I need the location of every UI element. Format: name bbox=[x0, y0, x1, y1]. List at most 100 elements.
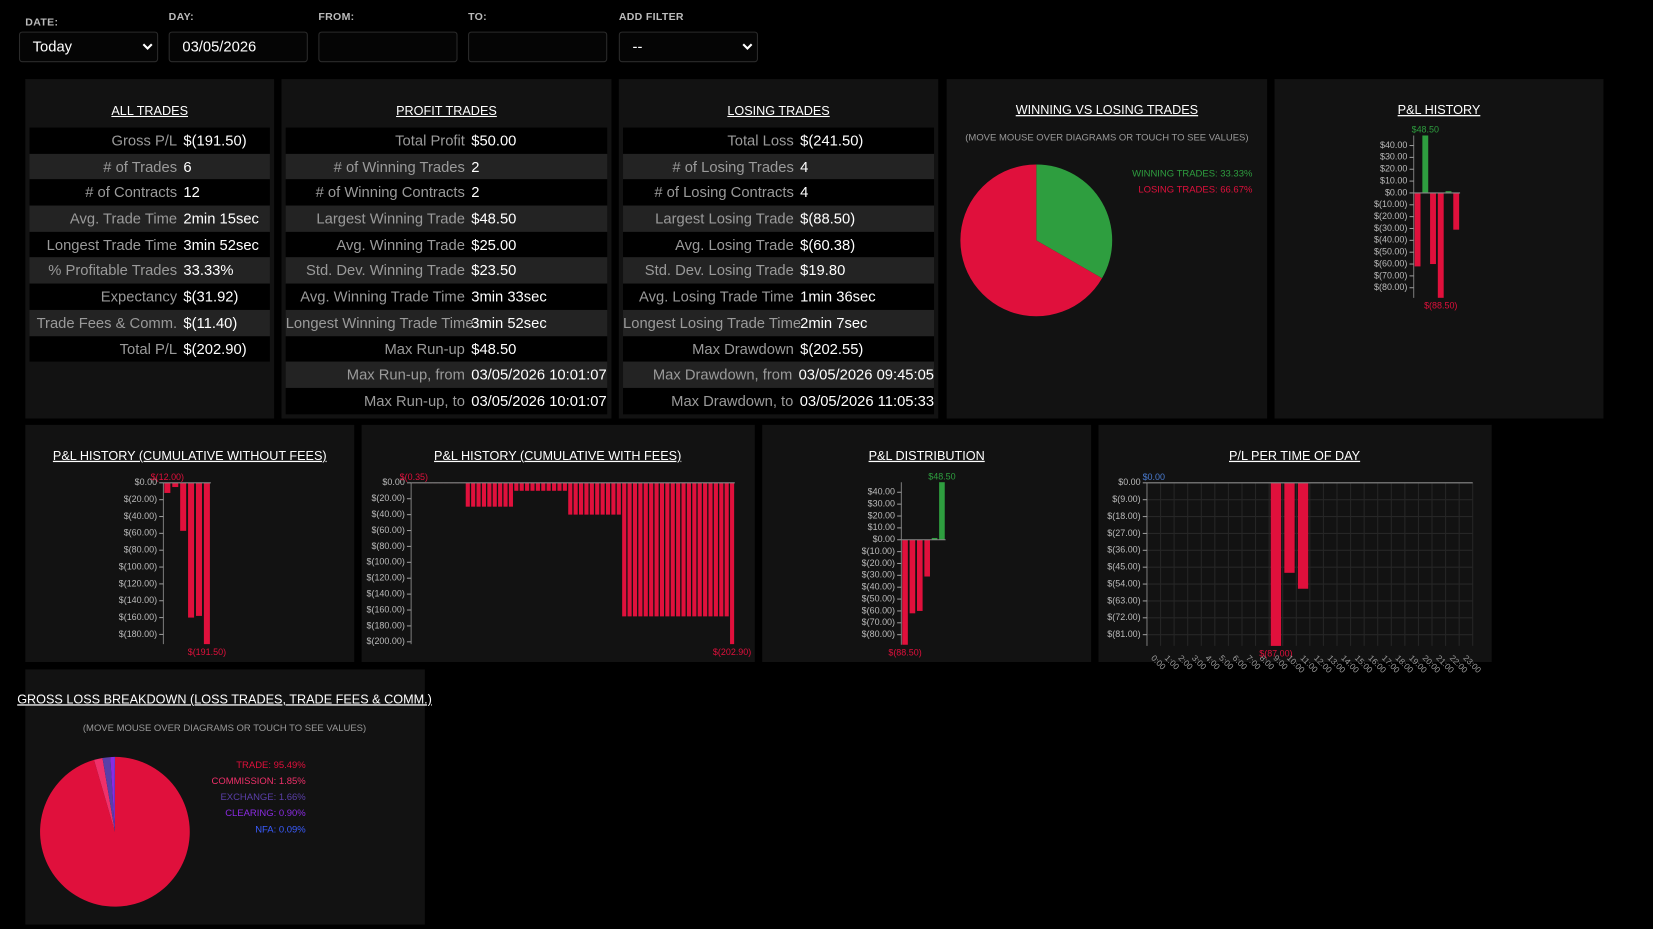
row-label: # of Winning Trades bbox=[333, 157, 465, 175]
table-row: Max Run-up $48.50 bbox=[285, 335, 608, 362]
bar bbox=[579, 482, 584, 515]
y-tick-label: $(20.00) bbox=[124, 494, 157, 504]
chart-title: WINNING VS LOSING TRADES bbox=[1016, 103, 1198, 117]
y-tick-label: $(80.00) bbox=[371, 541, 404, 551]
row-value: $48.50 bbox=[471, 339, 517, 357]
bar bbox=[622, 482, 627, 617]
table-row: Longest Winning Trade Time 3min 52sec bbox=[285, 309, 608, 336]
row-label: Max Drawdown, from bbox=[652, 366, 793, 383]
row-value: $(241.50) bbox=[800, 131, 864, 149]
y-tick-label: $(140.00) bbox=[366, 588, 404, 598]
y-tick-label: $(160.00) bbox=[366, 604, 404, 614]
y-tick-label: $(60.00) bbox=[371, 525, 404, 535]
row-value: 03/05/2026 11:05:33 bbox=[799, 392, 935, 409]
chart-title: P&L HISTORY (CUMULATIVE WITH FEES) bbox=[434, 449, 681, 463]
row-label: % Profitable Trades bbox=[48, 261, 178, 279]
row-value: 3min 52sec bbox=[183, 235, 259, 253]
bar bbox=[498, 482, 503, 507]
row-value: 3min 33sec bbox=[471, 287, 547, 305]
y-tick-label: $0.00 bbox=[382, 477, 404, 487]
bar bbox=[730, 482, 735, 645]
bar bbox=[1453, 192, 1460, 230]
legend-entry: EXCHANGE: 1.66% bbox=[220, 792, 306, 803]
table-title: PROFIT TRADES bbox=[396, 103, 497, 119]
y-tick-label: $(60.00) bbox=[862, 605, 895, 615]
y-tick-label: $(9.00) bbox=[1112, 494, 1140, 504]
table-row: Gross P/L $(191.50) bbox=[29, 127, 270, 154]
bar bbox=[654, 482, 659, 617]
bar bbox=[535, 482, 540, 491]
y-tick-label: $(100.00) bbox=[366, 557, 404, 567]
row-label: Avg. Losing Trade Time bbox=[639, 287, 794, 305]
row-label: Max Drawdown bbox=[692, 339, 794, 357]
bar bbox=[676, 482, 681, 617]
table-row: Std. Dev. Losing Trade $19.80 bbox=[623, 257, 935, 284]
table-row: Avg. Losing Trade Time 1min 36sec bbox=[623, 283, 935, 310]
bar bbox=[659, 482, 665, 617]
bar bbox=[665, 482, 670, 617]
y-tick-label: $(10.00) bbox=[862, 546, 895, 556]
bar bbox=[632, 482, 638, 617]
row-value: $(88.50) bbox=[800, 209, 856, 227]
row-label: Avg. Winning Trade bbox=[336, 235, 465, 253]
table-row: Total Profit $50.00 bbox=[285, 127, 608, 154]
row-value: 03/05/2026 10:01:07 bbox=[471, 366, 607, 383]
row-label: Longest Losing Trade Time bbox=[623, 313, 802, 331]
bar bbox=[546, 482, 551, 491]
row-label: Avg. Losing Trade bbox=[675, 235, 794, 253]
y-tick-label: $30.00 bbox=[1380, 152, 1407, 162]
bar bbox=[616, 482, 621, 515]
data-label: $(87.00) bbox=[1259, 649, 1292, 659]
add-filter-select[interactable]: -- bbox=[618, 31, 758, 63]
bar bbox=[530, 482, 535, 491]
bar bbox=[713, 482, 718, 617]
bar bbox=[1437, 192, 1444, 298]
bar bbox=[164, 482, 171, 493]
pie-slice bbox=[94, 757, 115, 832]
table-row: % Profitable Trades 33.33% bbox=[29, 257, 270, 284]
bar bbox=[600, 482, 605, 515]
y-tick-label: $10.00 bbox=[1380, 175, 1407, 185]
y-tick-label: $(72.00) bbox=[1107, 612, 1140, 622]
bar bbox=[562, 482, 567, 491]
to-input[interactable] bbox=[468, 31, 608, 63]
row-value: $(202.90) bbox=[183, 339, 247, 357]
from-input[interactable] bbox=[318, 31, 458, 63]
row-label: Total Loss bbox=[727, 131, 794, 149]
bar bbox=[1414, 192, 1421, 267]
legend-entry: WINNING TRADES: 33.33% bbox=[1132, 168, 1253, 179]
bar bbox=[649, 482, 654, 617]
chevron bbox=[142, 43, 153, 50]
chart-note: (MOVE MOUSE OVER DIAGRAMS OR TOUCH TO SE… bbox=[83, 723, 366, 734]
row-value: 6 bbox=[183, 157, 192, 175]
table-row: Std. Dev. Winning Trade $23.50 bbox=[285, 257, 608, 284]
row-value: $48.50 bbox=[471, 209, 517, 227]
bar bbox=[476, 482, 481, 507]
day-input[interactable]: 03/05/2026 bbox=[168, 31, 308, 63]
bar bbox=[188, 482, 195, 618]
y-tick-label: $(80.00) bbox=[124, 545, 157, 555]
row-value: $19.80 bbox=[800, 261, 846, 279]
y-tick-label: $(20.00) bbox=[1374, 211, 1407, 221]
row-value: $(191.50) bbox=[183, 131, 247, 149]
table-title: ALL TRADES bbox=[111, 103, 189, 119]
row-label: Avg. Winning Trade Time bbox=[300, 287, 465, 305]
table-row: # of Trades 6 bbox=[29, 153, 270, 180]
data-label: $0.00 bbox=[1143, 472, 1165, 482]
chevron bbox=[742, 43, 753, 50]
table-row: # of Winning Contracts 2 bbox=[285, 179, 608, 206]
row-label: Max Run-up, from bbox=[346, 366, 465, 383]
row-value: 12 bbox=[183, 183, 200, 201]
bar bbox=[605, 482, 611, 515]
y-tick-label: $(54.00) bbox=[1107, 578, 1140, 588]
table-row: Max Drawdown, to 03/05/2026 11:05:33 bbox=[623, 387, 935, 414]
y-tick-label: $(160.00) bbox=[119, 612, 157, 622]
date-select[interactable]: Today bbox=[18, 31, 159, 63]
y-tick-label: $40.00 bbox=[868, 487, 895, 497]
row-label: Max Run-up, to bbox=[363, 392, 465, 409]
row-value: 2 bbox=[471, 183, 480, 201]
data-label: $(12.00) bbox=[151, 472, 184, 482]
legend-entry: CLEARING: 0.90% bbox=[225, 808, 306, 819]
y-tick-label: $10.00 bbox=[868, 522, 895, 532]
table-title: LOSING TRADES bbox=[727, 103, 830, 119]
